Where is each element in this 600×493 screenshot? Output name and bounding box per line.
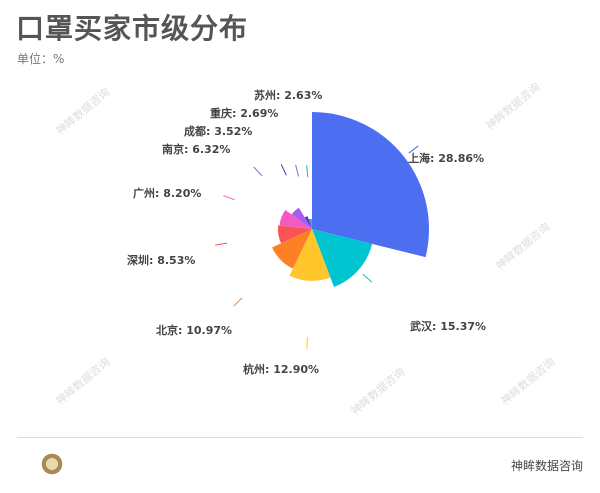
chart-unit: 单位：% bbox=[17, 52, 65, 66]
leader-line-4 bbox=[215, 242, 228, 246]
chart-title: 口罩买家市级分布 bbox=[16, 12, 249, 45]
footer-divider bbox=[17, 437, 583, 438]
label-suzhou: 苏州: 2.63% bbox=[254, 89, 323, 102]
slice-9[interactable] bbox=[310, 219, 312, 229]
brand-logo bbox=[40, 452, 64, 476]
slice-8[interactable] bbox=[308, 218, 312, 229]
label-beijing: 北京: 10.97% bbox=[156, 324, 233, 337]
slice-6[interactable] bbox=[291, 207, 312, 229]
leader-line-3 bbox=[233, 297, 243, 307]
slice-7[interactable] bbox=[304, 216, 312, 229]
leader-line-2 bbox=[306, 336, 308, 349]
label-shenzhen: 深圳: 8.53% bbox=[127, 254, 196, 267]
label-shanghai: 上海: 28.86% bbox=[408, 152, 485, 165]
leader-line-0 bbox=[408, 145, 419, 154]
slice-0[interactable] bbox=[312, 112, 429, 258]
leader-line-6 bbox=[253, 166, 263, 177]
slice-3[interactable] bbox=[272, 229, 312, 269]
footer-brand: 神眸数据咨询 bbox=[510, 459, 583, 473]
slice-4[interactable] bbox=[277, 225, 312, 244]
slice-5[interactable] bbox=[279, 210, 312, 229]
label-wuhan: 武汉: 15.37% bbox=[410, 320, 487, 333]
slice-2[interactable] bbox=[289, 229, 331, 281]
label-guangzhou: 广州: 8.20% bbox=[133, 187, 202, 200]
leader-line-1 bbox=[362, 273, 373, 283]
leader-line-8 bbox=[295, 164, 300, 177]
label-nanjing: 南京: 6.32% bbox=[162, 143, 231, 156]
label-chongqing: 重庆: 2.69% bbox=[210, 107, 279, 120]
slice-1[interactable] bbox=[312, 229, 373, 287]
leader-line-9 bbox=[306, 165, 309, 178]
leader-line-7 bbox=[280, 164, 287, 176]
leader-line-5 bbox=[223, 195, 235, 201]
label-hangzhou: 杭州: 12.90% bbox=[243, 363, 320, 376]
label-chengdu: 成都: 3.52% bbox=[184, 125, 253, 138]
